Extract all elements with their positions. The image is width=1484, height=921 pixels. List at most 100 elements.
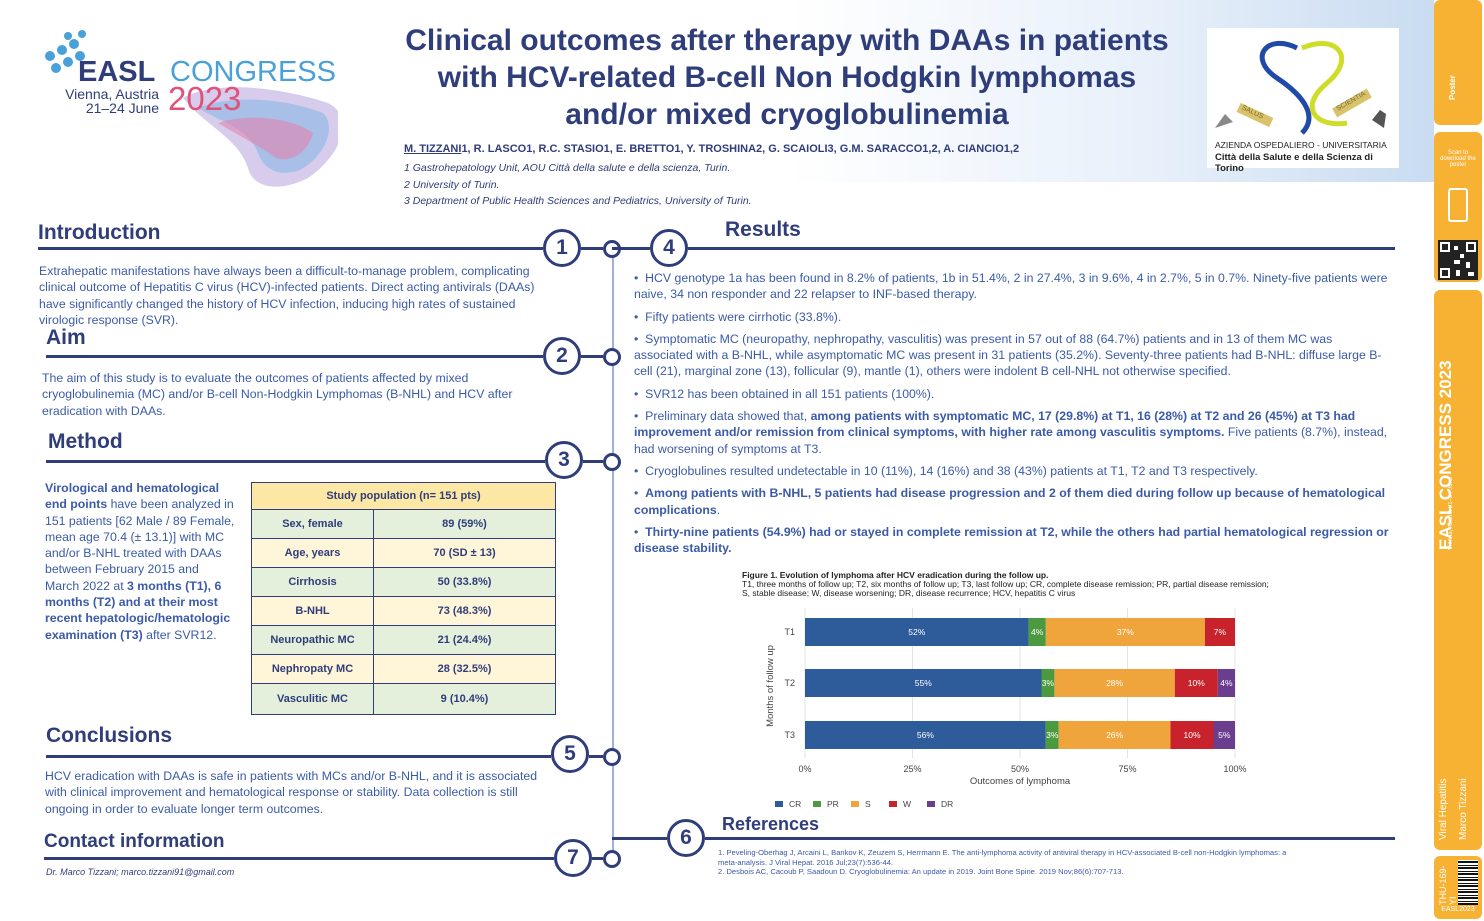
chart-bar-pr — [1045, 721, 1059, 749]
table-cell-label: Cirrhosis — [251, 567, 374, 597]
result-bullet-3-text: Symptomatic MC (neuropathy, nephropathy,… — [634, 331, 1382, 379]
title-line-1: Clinical outcomes after therapy with DAA… — [405, 24, 1169, 57]
table-cell-value: 70 (SD ± 13) — [373, 538, 556, 568]
method-text-normal-1: have been analyzed in 151 patients [62 M… — [45, 497, 235, 593]
study-population-table: Study population (n= 151 pts) Sex, femal… — [251, 482, 556, 715]
section-number-5: 5 — [551, 735, 589, 773]
qr-code-icon — [1440, 242, 1476, 278]
result-bullet-7-text: . — [716, 502, 721, 517]
table-cell-value: 28 (32.5%) — [373, 654, 556, 684]
chart-x-axis-label: Outcomes of lymphoma — [970, 776, 1071, 787]
conclusions-connector — [589, 755, 603, 758]
result-bullet-5: • Preliminary data showed that, among pa… — [634, 409, 1388, 456]
section-number-4: 4 — [650, 229, 688, 267]
result-bullet-7-bold: Among patients with B-NHL, 5 patients ha… — [634, 486, 1386, 517]
chart-y-axis-label: Months of follow up — [765, 645, 776, 727]
figure-caption-text: T1, three months of follow up; T2, six m… — [742, 579, 1269, 598]
chart-data-label: 56% — [917, 730, 934, 740]
chart-data-label: 52% — [908, 627, 925, 637]
chart-legend-label: S — [865, 799, 871, 809]
method-heading: Method — [48, 430, 123, 453]
poster-title: Clinical outcomes after therapy with DAA… — [372, 22, 1202, 133]
table-cell-value: 9 (10.4%) — [373, 683, 556, 715]
aim-text: The aim of this study is to evaluate the… — [42, 371, 513, 418]
sidebar-qr-panel[interactable]: Scan to download the poster — [1434, 132, 1482, 282]
aim-connector — [581, 355, 603, 358]
table-cell-value: 50 (33.8%) — [373, 567, 556, 597]
chart-legend-swatch — [851, 801, 859, 807]
affiliation-2: 2 University of Turin. — [404, 179, 500, 191]
hospital-name-line-1: AZIENDA OSPEDALIERO - UNIVERSITARIA — [1215, 140, 1387, 150]
method-text: Virological and hematological end points… — [45, 480, 235, 643]
chart-bar-pr — [1028, 618, 1046, 646]
figure-caption-title: Figure 1. Evolution of lymphoma after HC… — [742, 570, 1049, 580]
chart-data-label: 5% — [1218, 730, 1231, 740]
result-bullet-3: • Symptomatic MC (neuropathy, nephropath… — [634, 331, 1382, 379]
table-cell-label: Vasculitic MC — [251, 683, 374, 715]
result-bullet-5-text-2: Five patients (8.7%), instead, had worse… — [634, 425, 1388, 456]
introduction-connector — [581, 247, 603, 250]
results-connector — [612, 247, 650, 250]
result-bullet-4-text: SVR12 has been obtained in all 151 patie… — [645, 386, 935, 401]
easl-logo-graphic — [45, 30, 343, 187]
chart-data-label: 3% — [1042, 678, 1055, 688]
chart-legend-swatch — [927, 801, 935, 807]
chart-data-label: 7% — [1214, 627, 1227, 637]
table-cell-label: Age, years — [251, 538, 374, 568]
aim-heading: Aim — [46, 326, 86, 349]
congress-location: Vienna, Austria — [65, 86, 159, 102]
references-connector — [612, 837, 667, 840]
aim-ring — [603, 348, 621, 366]
aim-rule — [46, 355, 543, 358]
sidebar-info-panel: EASL CONGRESS 2023 Vienna, Austria 21–24… — [1434, 290, 1482, 850]
chart-x-tick-label: 75% — [1118, 764, 1136, 774]
result-bullet-5-bold: among patients with symptomatic MC, 17 (… — [634, 409, 1356, 440]
conclusions-text: HCV eradication with DAAs is safe in pat… — [45, 769, 538, 816]
chart-bar-w — [1174, 669, 1218, 697]
hospital-name-line-2: Città della Salute e della Scienza di To… — [1215, 152, 1373, 174]
sidebar-city: Vienna, Austria 21–24 June — [1448, 476, 1454, 550]
chart-x-tick-label: 0% — [798, 764, 811, 774]
table-cell-value: 21 (24.4%) — [373, 625, 556, 655]
result-bullet-5-text-1: Preliminary data showed that, — [645, 409, 811, 424]
result-bullet-8-bold: Thirty-nine patients (54.9%) had or stay… — [634, 524, 1389, 556]
chart-legend-label: W — [903, 799, 911, 809]
method-text-bold-2: 3 months (T1), 6 months (T2) and at thei… — [45, 578, 231, 642]
section-number-3: 3 — [545, 441, 583, 479]
author-list: M. TIZZANI1, R. LASCO1, R.C. STASIO1, E.… — [404, 143, 1204, 155]
section-number-6: 6 — [667, 819, 705, 857]
result-bullet-8: • Thirty-nine patients (54.9%) had or st… — [634, 524, 1389, 556]
chart-bar-dr — [1213, 721, 1235, 749]
qr-code[interactable] — [1438, 240, 1478, 280]
chart-x-tick-label: 50% — [1011, 764, 1029, 774]
title-line-2: with HCV-related B-cell Non Hodgkin lymp… — [437, 61, 1137, 94]
table-cell-label: Neuropathic MC — [251, 625, 374, 655]
poster-tag: EASL2023 — [1441, 906, 1475, 913]
chart-bar-pr — [1041, 669, 1055, 697]
affiliation-3: 3 Department of Public Health Sciences a… — [404, 195, 752, 207]
conclusions-ring — [603, 748, 621, 766]
title-line-3: and/or mixed cryoglobulinemia — [565, 98, 1009, 131]
result-bullet-4: • SVR12 has been obtained in all 151 pat… — [634, 386, 935, 401]
chart-data-label: 4% — [1031, 627, 1044, 637]
chart-bar-w — [1204, 618, 1235, 646]
result-bullet-2: • Fifty patients were cirrhotic (33.8%). — [634, 309, 842, 324]
method-text-bold-1: Virological and hematological end points — [45, 481, 220, 512]
chart-data-label: 37% — [1117, 627, 1134, 637]
chart-data-label: 55% — [915, 678, 932, 688]
introduction-rule — [38, 247, 543, 250]
table-cell-label: Nephropaty MC — [251, 654, 374, 684]
table-cell-label: Sex, female — [251, 509, 374, 539]
references-list: 1. Peveling-Oberhag J, Arcaini L, Bankov… — [718, 848, 1288, 877]
table-cell-value: 89 (59%) — [373, 509, 556, 539]
table-cell-label: B-NHL — [251, 596, 374, 626]
section-number-1: 1 — [543, 229, 581, 267]
contact-heading: Contact information — [44, 831, 225, 852]
sidebar-author: Marco Tizzani — [1458, 778, 1469, 840]
result-bullet-2-text: Fifty patients were cirrhotic (33.8%). — [645, 309, 842, 324]
sidebar-bottom-panel: THU-169-YI EASL2023 — [1434, 856, 1482, 919]
contact-connector — [592, 857, 603, 860]
first-author: M. TIZZANI — [404, 143, 462, 155]
result-bullet-6-text: Cryoglobulines resulted undetectable in … — [645, 463, 1258, 478]
chart-data-label: 10% — [1188, 678, 1205, 688]
